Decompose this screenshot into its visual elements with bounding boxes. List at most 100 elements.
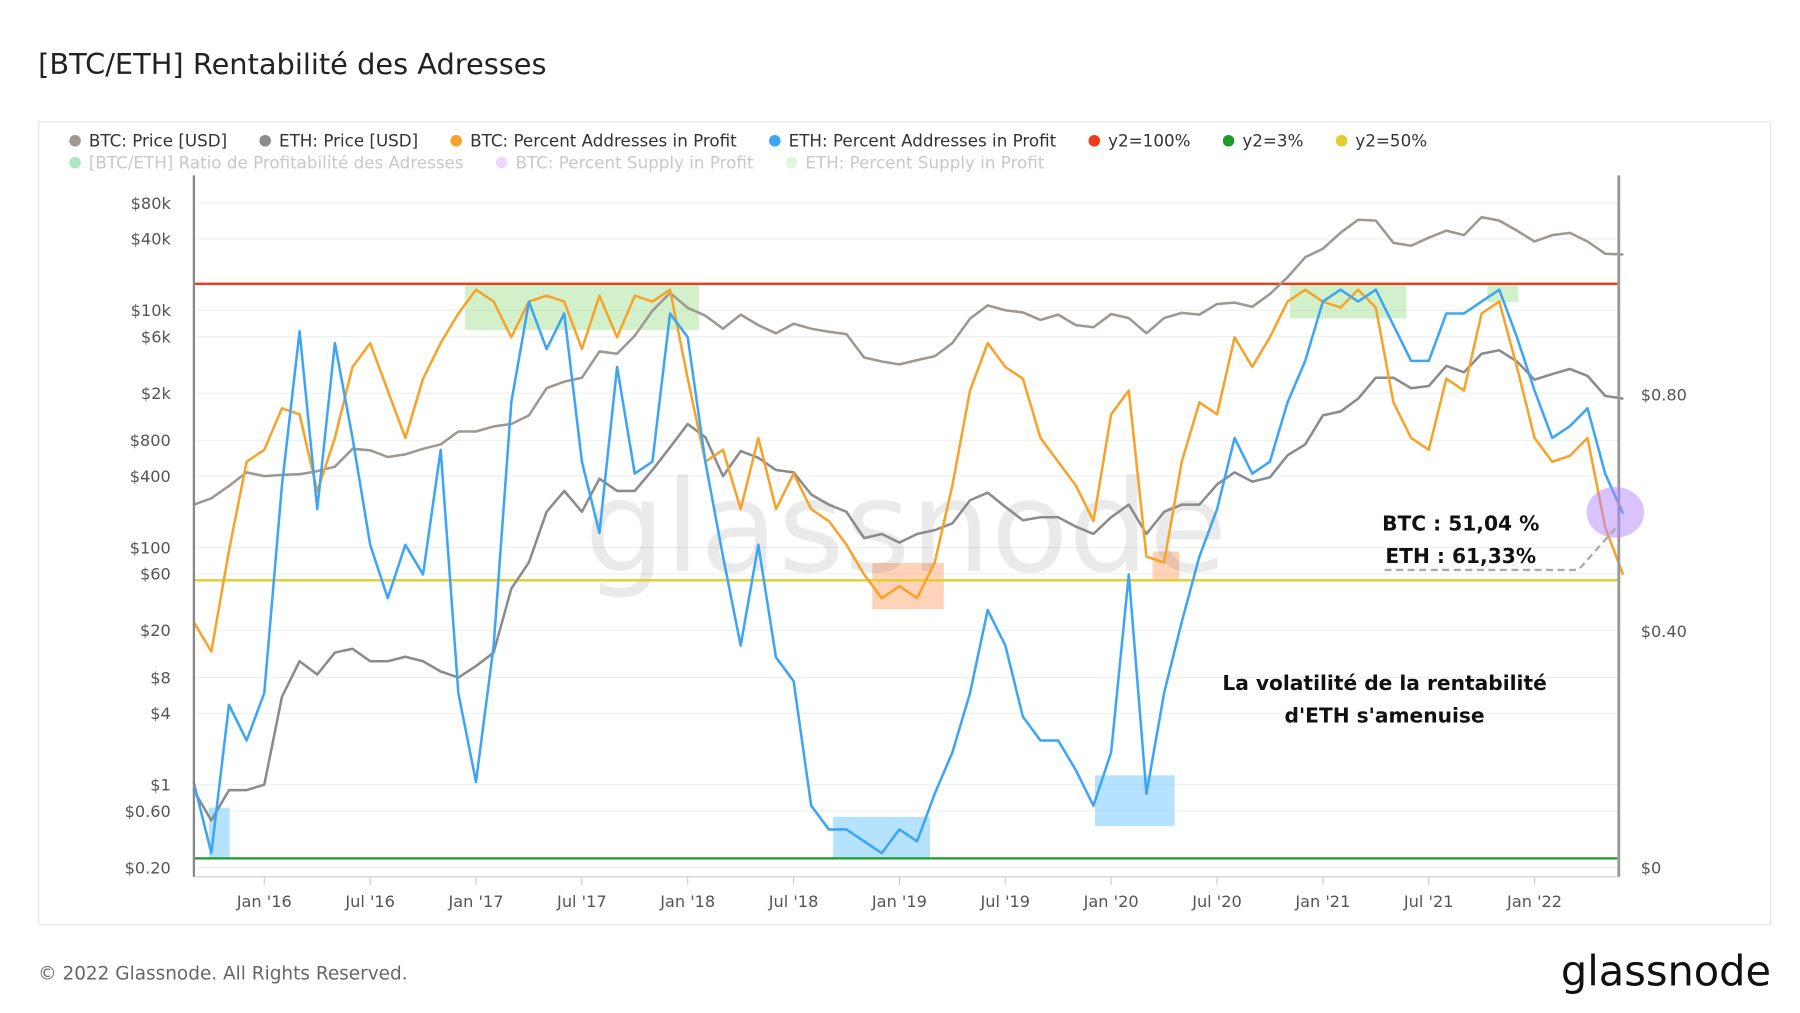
eth-price-point (1392, 376, 1395, 379)
eth-price-point (1374, 376, 1377, 379)
eth-price-point (386, 660, 389, 663)
legend-item[interactable]: y2=3% (1222, 131, 1304, 151)
eth-profit-point (1516, 336, 1518, 339)
y-tick-label: $6k (141, 327, 172, 346)
y-tick-label: $0.20 (125, 858, 171, 877)
eth-profit-point (810, 804, 813, 807)
legend-item[interactable]: BTC: Percent Addresses in Profit (450, 131, 738, 151)
x-tick-label: Jul '20 (1191, 892, 1242, 911)
btc-profit-point (1480, 312, 1483, 315)
eth-profit-point (492, 644, 495, 647)
btc-profit-point (1216, 413, 1218, 416)
btc-profit-point (1357, 288, 1360, 291)
legend-item[interactable]: y2=100% (1088, 131, 1191, 151)
btc-price-point (1110, 313, 1113, 315)
eth-price-point (563, 489, 566, 492)
btc-profit-point (457, 312, 460, 315)
legend-item[interactable]: ETH: Percent Supply in Profit (785, 152, 1045, 172)
btc-profit-point (757, 437, 760, 439)
legend-item[interactable]: y2=50% (1335, 131, 1427, 151)
btc-price-point (422, 447, 424, 450)
btc-profit-point (280, 407, 283, 410)
legend-item[interactable]: ETH: Price [USD] (259, 131, 418, 151)
btc-profit-point (1392, 401, 1395, 404)
eth-profit-point (1110, 751, 1113, 754)
legend-item[interactable]: BTC: Percent Supply in Profit (495, 152, 754, 172)
btc-price-point (686, 306, 689, 309)
eth-profit-point (1198, 555, 1201, 558)
eth-profit-point (1604, 472, 1607, 475)
btc-profit-point (669, 288, 671, 291)
btc-profit-point (1445, 377, 1448, 380)
btc-price-point (1286, 276, 1289, 279)
btc-profit-point (228, 549, 230, 552)
legend-item[interactable]: BTC: Price [USD] (69, 131, 227, 151)
eth-price-point (351, 647, 354, 650)
eth-profit-point (1568, 425, 1571, 428)
eth-price-point (404, 655, 407, 658)
eth-price-point (228, 789, 230, 792)
legend-item[interactable]: [BTC/ETH] Ratio de Profitabilité des Adr… (69, 152, 464, 172)
eth-profit-point (1445, 312, 1448, 315)
eth-price-point (1445, 364, 1448, 367)
btc-profit-point (1251, 365, 1254, 368)
btc-profit-point (951, 484, 954, 487)
eth-price-point (263, 783, 266, 786)
eth-profit-point (651, 460, 654, 463)
eth-profit-point (1145, 792, 1148, 795)
eth-price-point (722, 475, 724, 478)
x-tick-label: Jan '20 (1083, 892, 1139, 911)
eth-profit-point (845, 828, 848, 831)
eth-price-point (1163, 510, 1165, 513)
eth-price-point (739, 450, 742, 453)
eth-price-point (475, 665, 477, 668)
btc-price-point (633, 334, 636, 337)
eth-price-point (439, 670, 442, 673)
eth-price-point (369, 660, 372, 663)
eth-profit-point (1321, 300, 1324, 303)
y-tick-label: $20 (140, 621, 171, 640)
btc-profit-point (1516, 365, 1518, 368)
legend-item[interactable]: ETH: Percent Addresses in Profit (769, 131, 1057, 151)
legend-marker-icon (1335, 134, 1348, 147)
eth-profit-point (351, 437, 354, 439)
eth-profit-point (669, 312, 671, 315)
btc-profit-point (580, 348, 583, 350)
eth-price-point (1233, 471, 1236, 474)
eth-price-point (686, 423, 689, 425)
btc-profit-point (1586, 437, 1589, 439)
eth-price-point (1074, 525, 1077, 528)
eth-profit-point (1304, 359, 1307, 362)
btc-price-point (916, 359, 918, 362)
btc-profit-point (633, 294, 636, 297)
btc-price-point (228, 485, 230, 487)
eth-profit-point (827, 828, 830, 831)
eth-profit-point (475, 781, 477, 783)
btc-price-point (1533, 240, 1536, 243)
btc-profit-point (1427, 448, 1430, 451)
btc-price-point (298, 473, 301, 476)
btc-price-point (1092, 326, 1095, 329)
btc-price-point (351, 447, 354, 450)
eth-price-point (1604, 394, 1607, 397)
legend-marker-icon (1222, 134, 1235, 147)
right-y-tick-label: $0 (1641, 858, 1662, 877)
btc-price-point (386, 456, 389, 458)
y-axis-left: $0.20 $0.60 $1 $4 $8 $20 $60 $100 $400 $800 $2k $6k… (125, 194, 172, 877)
btc-price-point (1127, 317, 1130, 319)
eth-profit-point (1180, 620, 1183, 623)
eth-price-point (1339, 410, 1342, 413)
eth-profit-point (704, 460, 707, 463)
eth-profit-point (280, 484, 283, 487)
highlight-region (1487, 283, 1519, 303)
btc-profit-point (386, 389, 389, 392)
eth-profit-point (439, 448, 442, 451)
btc-value-annotation: BTC : 51,04 % (1382, 512, 1539, 536)
eth-profit-point (986, 609, 989, 611)
y-tick-label: $8 (150, 668, 171, 687)
btc-price-point (210, 497, 213, 500)
y-tick-label: $4 (150, 704, 171, 723)
btc-price-point (1251, 305, 1254, 308)
legend-label: y2=3% (1242, 131, 1303, 151)
btc-profit-point (1163, 561, 1165, 564)
